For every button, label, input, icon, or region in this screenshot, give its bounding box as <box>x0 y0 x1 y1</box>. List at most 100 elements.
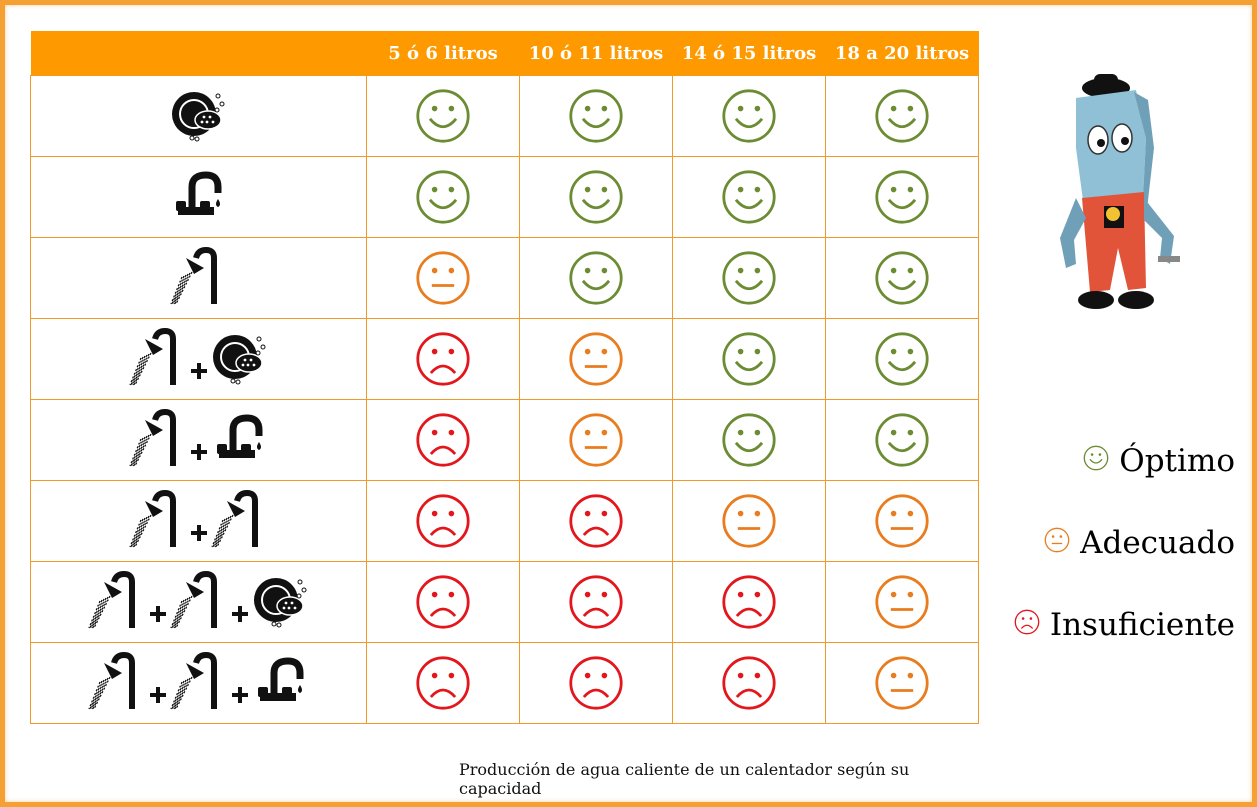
rating-cell <box>519 480 673 562</box>
activity-cell <box>30 156 367 238</box>
optimo-face-icon <box>569 170 623 224</box>
rating-cell <box>366 561 520 643</box>
chart-caption: Producción de agua caliente de un calent… <box>459 760 910 798</box>
optimo-face-icon <box>569 251 623 305</box>
rating-cell <box>366 399 520 481</box>
rating-cell <box>366 75 520 157</box>
rating-cell <box>519 75 673 157</box>
header-capacity-cell: 14 ó 15 litros <box>672 31 826 76</box>
shower-icon <box>210 489 258 548</box>
rating-cell <box>672 399 826 481</box>
table-row <box>30 237 979 319</box>
rating-cell <box>825 399 979 481</box>
shower-icon <box>128 489 176 548</box>
legend-label: Óptimo <box>1119 443 1235 479</box>
optimo-face-icon <box>875 413 929 467</box>
rating-cell <box>672 237 826 319</box>
plus-icon <box>149 606 166 622</box>
capacity-table: 5 ó 6 litros 10 ó 11 litros 14 ó 15 litros… <box>30 31 979 724</box>
activity-cell <box>30 318 367 400</box>
adecuado-face-icon <box>875 494 929 548</box>
faucet-icon <box>216 414 262 458</box>
insuficiente-face-icon <box>416 656 470 710</box>
shower-icon <box>169 651 217 710</box>
table-row <box>30 156 979 238</box>
optimo-face-icon <box>875 332 929 386</box>
optimo-face-icon <box>875 89 929 143</box>
table-row <box>30 561 979 643</box>
rating-cell <box>825 318 979 400</box>
insuficiente-face-icon <box>569 656 623 710</box>
activity-cell <box>30 237 367 319</box>
rating-cell <box>825 156 979 238</box>
table-row <box>30 75 979 157</box>
water-heater-mascot <box>1046 68 1196 318</box>
activity-cell <box>30 561 367 643</box>
rating-cell <box>519 561 673 643</box>
faucet-icon <box>257 657 303 701</box>
legend-item-insuficiente: Insuficiente <box>975 584 1235 666</box>
insuficiente-face-icon <box>416 413 470 467</box>
dishwashing-icon <box>171 92 224 142</box>
rating-legend: Óptimo Adecuado Insuficiente <box>975 420 1235 666</box>
optimo-face-icon <box>875 170 929 224</box>
adecuado-face-icon <box>1044 527 1070 553</box>
rating-cell <box>825 480 979 562</box>
rating-cell <box>366 318 520 400</box>
rating-cell <box>825 75 979 157</box>
table-row <box>30 399 979 481</box>
insuficiente-face-icon <box>722 575 776 629</box>
shower-icon <box>87 570 135 629</box>
insuficiente-face-icon <box>1014 609 1040 635</box>
table-row <box>30 642 979 724</box>
optimo-face-icon <box>722 89 776 143</box>
adecuado-face-icon <box>569 413 623 467</box>
activity-cell <box>30 480 367 562</box>
insuficiente-face-icon <box>569 494 623 548</box>
shower-icon <box>128 408 176 467</box>
rating-cell <box>672 156 826 238</box>
rating-cell <box>672 480 826 562</box>
rating-cell <box>519 399 673 481</box>
activity-cell <box>30 75 367 157</box>
table-row <box>30 318 979 400</box>
rating-cell <box>519 156 673 238</box>
insuficiente-face-icon <box>416 575 470 629</box>
legend-label: Insuficiente <box>1049 607 1235 643</box>
plus-icon <box>231 606 248 622</box>
legend-item-adecuado: Adecuado <box>975 502 1235 584</box>
optimo-face-icon <box>722 251 776 305</box>
header-capacity-cell: 10 ó 11 litros <box>519 31 673 76</box>
plus-icon <box>190 525 207 541</box>
optimo-face-icon <box>875 251 929 305</box>
rating-cell <box>672 561 826 643</box>
adecuado-face-icon <box>416 251 470 305</box>
adecuado-face-icon <box>875 656 929 710</box>
optimo-face-icon <box>722 413 776 467</box>
shower-icon <box>169 570 217 629</box>
rating-cell <box>672 318 826 400</box>
plus-icon <box>190 444 207 460</box>
shower-icon <box>169 246 217 305</box>
plus-icon <box>190 363 207 379</box>
optimo-face-icon <box>416 170 470 224</box>
dishwashing-icon <box>253 578 306 628</box>
rating-cell <box>672 642 826 724</box>
activity-cell <box>30 399 367 481</box>
rating-cell <box>366 642 520 724</box>
plus-icon <box>149 687 166 703</box>
rating-cell <box>825 642 979 724</box>
adecuado-face-icon <box>722 494 776 548</box>
shower-icon <box>87 651 135 710</box>
optimo-face-icon <box>416 89 470 143</box>
rating-cell <box>366 480 520 562</box>
faucet-icon <box>175 171 221 215</box>
adecuado-face-icon <box>569 332 623 386</box>
rating-cell <box>366 156 520 238</box>
plus-icon <box>231 687 248 703</box>
header-activity-cell <box>30 31 367 76</box>
rating-cell <box>672 75 826 157</box>
rating-cell <box>519 642 673 724</box>
rating-cell <box>519 237 673 319</box>
adecuado-face-icon <box>875 575 929 629</box>
